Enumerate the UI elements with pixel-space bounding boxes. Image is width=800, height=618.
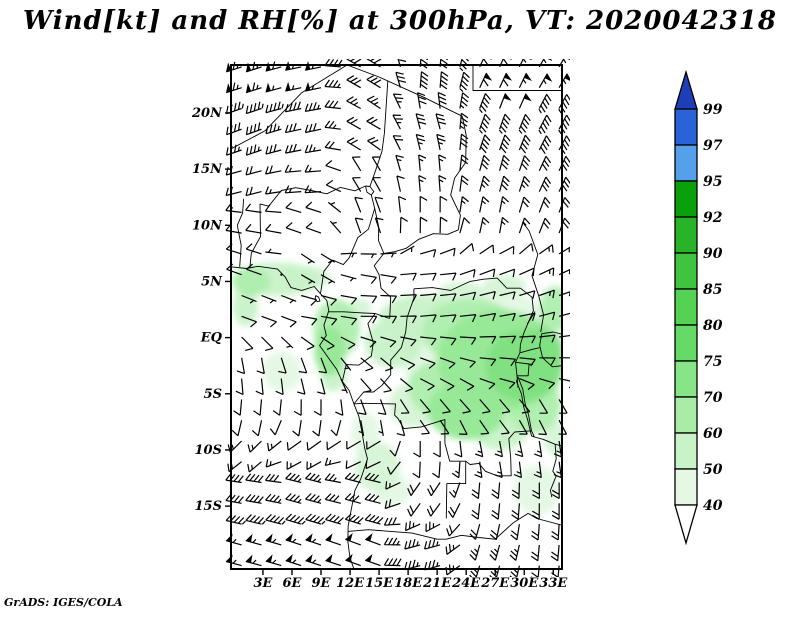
border-libya-chad-border [346,65,463,117]
border-angola-south-border [347,529,479,540]
lon-tick-label: 3E [253,576,273,591]
colorbar-label: 95 [703,174,722,190]
lon-tick-label: 9E [312,576,332,591]
lon-tick-label: 21E [422,576,452,591]
border-lake-tanganyika [516,376,535,438]
colorbar-segment [674,360,698,398]
colorbar-segment [674,324,698,362]
border-angola-drc-border [353,402,466,462]
map-frame [230,64,563,570]
grads-credit-label: GrADS: IGES/COLA [4,596,123,609]
lon-tick-label: 6E [282,576,302,591]
border-burundi-south [517,363,530,377]
border-congo-drc-river [353,288,415,405]
lon-tick-label: 33E [539,576,568,591]
border-lake-chad [365,185,375,196]
wind-barbs-layer [225,59,570,577]
colorbar-segment [674,252,698,290]
axis-ticks [225,112,554,575]
lat-tick-label: 5S [204,387,222,402]
border-cameroon-nigeria-border [320,194,376,294]
colorbar-label: 75 [703,354,722,370]
colorbar-label: 60 [703,426,723,442]
lon-tick-label: 15E [365,576,394,591]
border-uganda-tanzania-border [519,347,540,354]
border-rwanda-burundi-west [515,352,521,388]
border-malawi-west-border [549,444,557,498]
chart-title: Wind[kt] and RH[%] at 300hPa, VT: 202004… [23,6,777,36]
colorbar-label: 70 [703,390,723,406]
border-car-north-border [378,229,459,254]
border-nigeria-niger-border [259,185,366,207]
lon-tick-label: 18E [394,576,423,591]
border-benin-nigeria-border [249,203,261,268]
colorbar-label: 40 [703,498,723,514]
lat-tick-label: 20N [191,106,223,121]
colorbar-segment [674,108,698,146]
colorbar-segment [674,216,698,254]
border-egypt-sudan-border [472,65,562,91]
border-cameroon-south-border [328,311,390,319]
border-ghana-togo-border [236,198,245,267]
border-chad-sudan-border [450,116,467,230]
border-bioko-island [314,295,321,303]
colorbar-segment [674,288,698,326]
border-zambia-tanzania-border [534,436,562,447]
border-zambezi-border [478,512,562,540]
border-zambia-drc-border [445,430,532,519]
lat-tick-label: 5N [201,274,223,289]
colorbar-segment [674,144,698,182]
lat-tick-label: EQ [200,331,223,346]
border-algeria-niger-diagonal [231,65,348,150]
colorbar-segment [674,432,698,470]
lon-tick-label: 30E [510,576,539,591]
colorbar-segment [674,468,698,506]
border-cameroon-car-border [373,253,392,319]
lat-tick-label: 10S [195,443,222,458]
colorbar-label: 97 [703,138,723,154]
colorbar-label: 80 [703,318,723,334]
lat-tick-label: 10N [192,218,223,233]
colorbar-label: 92 [703,210,723,226]
lat-tick-label: 15S [195,499,222,514]
lon-tick-label: 27E [480,576,510,591]
border-coast-west-africa [231,265,368,569]
lon-tick-label: 24E [451,576,481,591]
colorbar-segment [674,396,698,434]
lat-tick-label: 15N [192,162,223,177]
border-niger-chad-border [369,80,389,187]
colorbar-label: 90 [703,246,723,262]
border-car-drc-border [413,277,521,291]
colorbar-label: 99 [703,102,723,118]
colorbar: 99 97 95 92 90 85 80 75 70 60 50 40 [674,69,723,546]
colorbar-under-arrow [674,504,698,546]
colorbar-over-arrow [674,69,698,110]
lon-tick-label: 12E [336,576,365,591]
border-lake-victoria [539,331,562,368]
colorbar-label: 85 [703,282,722,298]
colorbar-segment [674,180,698,218]
colorbar-label: 50 [703,462,723,478]
border-lake-albert [526,311,536,325]
